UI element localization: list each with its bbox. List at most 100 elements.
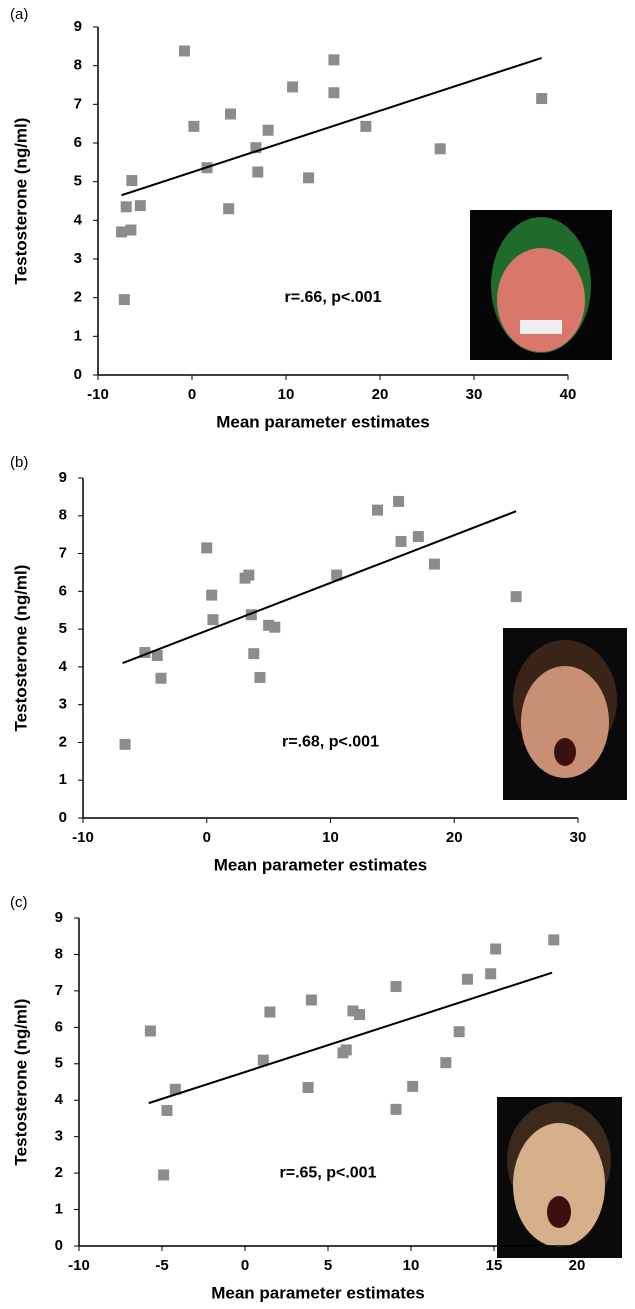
y-tick-label: 9 (74, 18, 82, 35)
data-point (223, 203, 235, 215)
data-point (134, 200, 146, 212)
data-point (331, 569, 343, 581)
data-point (269, 621, 281, 633)
y-axis-label: Testosterone (ng/ml) (11, 118, 30, 285)
y-tick-label: 9 (55, 909, 63, 926)
x-axis-label: Mean parameter estimates (216, 412, 430, 431)
data-point (461, 973, 473, 985)
data-point (490, 943, 502, 955)
annotation: r=.68, p<.001 (282, 734, 379, 751)
data-point (206, 589, 218, 601)
data-point (126, 175, 138, 187)
data-point (257, 1054, 269, 1066)
panel-label: (c) (10, 894, 28, 911)
x-tick-label: 10 (278, 386, 295, 403)
data-point (125, 224, 137, 236)
data-point (119, 738, 131, 750)
annotation: r=.65, p<.001 (280, 1164, 377, 1181)
data-point (347, 1005, 359, 1017)
y-tick-label: 7 (55, 982, 63, 999)
trend-line (148, 971, 553, 1105)
y-tick-label: 4 (59, 658, 68, 675)
data-point (372, 504, 384, 516)
data-point (201, 542, 213, 554)
data-point (393, 495, 405, 507)
data-point (116, 226, 127, 238)
data-point (250, 142, 262, 154)
data-point (328, 54, 340, 66)
data-point (264, 1006, 276, 1018)
data-point (548, 934, 560, 946)
y-tick-label: 9 (59, 469, 67, 486)
y-tick-label: 7 (74, 95, 82, 112)
data-point (155, 672, 167, 684)
data-point (536, 93, 548, 105)
y-tick-label: 1 (59, 771, 67, 788)
trend-line (121, 56, 542, 197)
data-point (434, 143, 446, 155)
data-point (144, 1025, 156, 1037)
x-tick-label: 15 (486, 1257, 503, 1274)
data-point (207, 614, 219, 626)
data-point (340, 1044, 352, 1056)
x-tick-label: 20 (446, 829, 463, 846)
y-tick-label: 1 (55, 1201, 63, 1218)
x-tick-label: 5 (324, 1257, 332, 1274)
y-tick-label: 6 (74, 134, 82, 151)
y-tick-label: 2 (59, 733, 67, 750)
data-point (390, 981, 402, 993)
face-image-a (470, 210, 612, 360)
x-axis-label: Mean parameter estimates (214, 855, 428, 874)
y-tick-label: 3 (59, 696, 67, 713)
data-point (302, 1081, 314, 1093)
y-tick-label: 1 (74, 327, 82, 344)
data-point (248, 648, 260, 660)
data-point (360, 120, 372, 132)
y-tick-label: 0 (74, 366, 82, 383)
data-point (245, 609, 257, 621)
x-tick-label: 30 (570, 829, 587, 846)
data-point (158, 1169, 170, 1181)
data-point (263, 619, 275, 631)
x-tick-label: 20 (569, 1257, 586, 1274)
face-image-b (503, 628, 627, 800)
y-tick-label: 6 (59, 582, 67, 599)
x-tick-label: 0 (241, 1257, 249, 1274)
data-point (354, 1009, 366, 1021)
data-point (407, 1080, 419, 1092)
data-point (395, 535, 407, 547)
y-tick-label: 0 (55, 1237, 63, 1254)
panel-label: (a) (10, 6, 28, 23)
x-tick-label: -10 (72, 829, 94, 846)
y-tick-label: 8 (74, 57, 82, 74)
x-tick-label: -10 (87, 386, 109, 403)
data-point (151, 650, 163, 662)
y-tick-label: 7 (59, 545, 67, 562)
x-tick-label: -5 (155, 1257, 168, 1274)
y-axis-label: Testosterone (ng/ml) (11, 999, 30, 1166)
annotation: r=.66, p<.001 (285, 289, 382, 306)
x-tick-label: 40 (560, 386, 577, 403)
data-point (178, 45, 190, 57)
data-point (485, 968, 497, 980)
data-point (169, 1083, 181, 1095)
data-point (390, 1103, 402, 1115)
data-point (262, 124, 274, 136)
data-point (243, 569, 255, 581)
x-tick-label: 0 (203, 829, 211, 846)
data-point (254, 671, 266, 683)
y-tick-label: 5 (74, 173, 82, 190)
face-image-c (497, 1097, 622, 1258)
x-tick-label: 30 (466, 386, 483, 403)
y-tick-label: 0 (59, 809, 67, 826)
y-tick-label: 6 (55, 1018, 63, 1035)
data-point (428, 558, 440, 570)
y-tick-label: 8 (59, 507, 67, 524)
x-tick-label: 0 (188, 386, 196, 403)
data-point (188, 120, 200, 132)
data-point (118, 294, 130, 306)
y-tick-label: 4 (55, 1091, 64, 1108)
data-point (328, 87, 340, 99)
x-tick-label: 20 (372, 386, 389, 403)
